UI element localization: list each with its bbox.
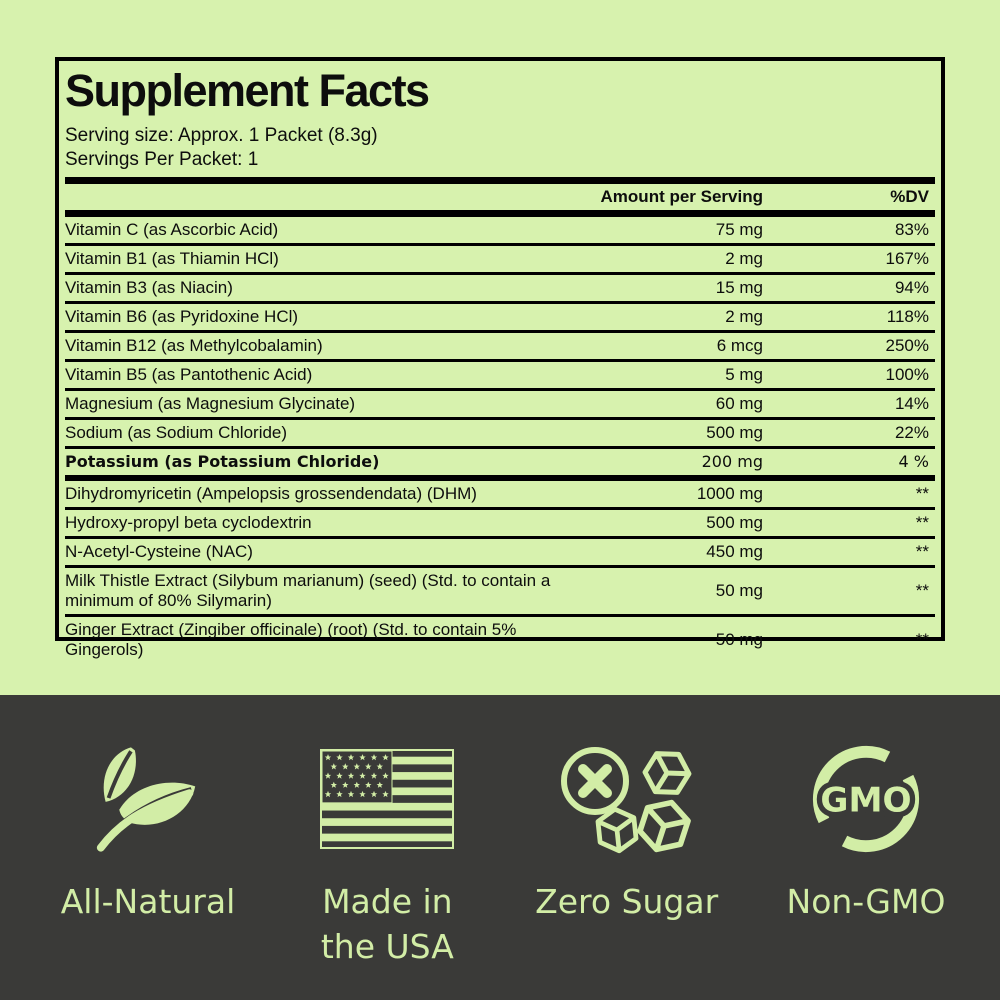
- ingredient-name: Vitamin B5 (as Pantothenic Acid): [65, 365, 313, 384]
- table-body: Vitamin C (as Ascorbic Acid) 75 mg 83% Vita…: [65, 217, 935, 663]
- ingredient-name: Sodium (as Sodium Chloride): [65, 423, 288, 442]
- ingredient-name: Vitamin B12 (as Methylcobalamin): [65, 336, 323, 355]
- ingredient-dv: 94%: [894, 278, 929, 297]
- ingredient-amount: 2 mg: [725, 249, 763, 268]
- ingredient-amount: 6 mcg: [716, 336, 763, 355]
- ingredient-name: Ginger Extract (Zingiber officinale) (ro…: [65, 620, 517, 659]
- ingredient-amount: 2 mg: [725, 307, 763, 326]
- serving-size-line: Serving size: Approx. 1 Packet (8.3g): [65, 125, 378, 146]
- ingredient-name: Dihydromyricetin (Ampelopsis grossendend…: [65, 484, 477, 503]
- table-row: Vitamin B12 (as Methylcobalamin) 6 mcg 250…: [65, 333, 935, 362]
- panel-title: Supplement Facts: [65, 65, 430, 116]
- table-row: Hydroxy-propyl beta cyclodextrin 500 mg **: [65, 510, 935, 539]
- ingredient-name: Vitamin C (as Ascorbic Acid): [65, 220, 279, 239]
- ingredient-amount: 60 mg: [715, 394, 763, 413]
- ingredient-dv: 167%: [885, 249, 929, 268]
- table-row: Ginger Extract (Zingiber officinale) (ro…: [65, 617, 935, 663]
- ingredient-dv: **: [915, 581, 929, 600]
- ingredient-amount: 50 mg: [715, 581, 763, 600]
- ingredient-amount: 500 mg: [706, 423, 763, 442]
- ingredient-name: Vitamin B1 (as Thiamin HCl): [65, 249, 279, 268]
- ingredient-dv: 22%: [894, 423, 929, 442]
- ingredient-name: Hydroxy-propyl beta cyclodextrin: [65, 513, 312, 532]
- ingredient-dv: **: [915, 484, 929, 503]
- ingredient-amount: 15 mg: [715, 278, 763, 297]
- ingredient-amount: 50 mg: [715, 630, 763, 649]
- ingredient-dv: 100%: [885, 365, 929, 384]
- badge-label: Zero Sugar: [535, 882, 719, 921]
- table-row: Dihydromyricetin (Ampelopsis grossendend…: [65, 481, 935, 510]
- ingredient-amount: 200 mg: [701, 452, 763, 471]
- ingredient-dv: **: [915, 542, 929, 561]
- ingredient-name: N-Acetyl-Cysteine (NAC): [65, 542, 253, 561]
- leaf-icon: [92, 733, 204, 865]
- ingredient-name: Vitamin B3 (as Niacin): [65, 278, 233, 297]
- ingredient-dv: **: [915, 513, 929, 532]
- ingredient-amount: 5 mg: [725, 365, 763, 384]
- table-row: Vitamin B5 (as Pantothenic Acid) 5 mg 100%: [65, 362, 935, 391]
- table-row: Magnesium (as Magnesium Glycinate) 60 mg 1…: [65, 391, 935, 420]
- ingredient-amount: 75 mg: [715, 220, 763, 239]
- badge-label: All-Natural: [60, 882, 236, 921]
- header-amount-per-serving: Amount per Serving: [600, 187, 763, 206]
- table-row: Sodium (as Sodium Chloride) 500 mg 22%: [65, 420, 935, 449]
- table-row: Vitamin B6 (as Pyridoxine HCl) 2 mg 118%: [65, 304, 935, 333]
- header-dv: %DV: [890, 187, 929, 206]
- table-row: N-Acetyl-Cysteine (NAC) 450 mg **: [65, 539, 935, 568]
- ingredient-dv: 14%: [894, 394, 929, 413]
- ingredient-dv: 250%: [885, 336, 929, 355]
- table-row: Vitamin C (as Ascorbic Acid) 75 mg 83%: [65, 217, 935, 246]
- badge-label: Non-GMO: [786, 882, 946, 921]
- table-row: Vitamin B1 (as Thiamin HCl) 2 mg 167%: [65, 246, 935, 275]
- ingredient-name: Potassium (as Potassium Chloride): [65, 452, 380, 471]
- table-header-row: Amount per Serving %DV: [65, 184, 935, 217]
- badge-label: Made in the USA: [320, 882, 454, 966]
- ingredient-name: Milk Thistle Extract (Silybum marianum) …: [65, 571, 551, 610]
- ingredient-name: Magnesium (as Magnesium Glycinate): [65, 394, 356, 413]
- usa-flag-icon: [320, 733, 455, 865]
- ingredient-dv: 4 %: [898, 452, 929, 471]
- badges-section: All-Natural Made in the USA: [0, 695, 1000, 1000]
- facts-table: Amount per Serving %DV Vitamin C (as Asc…: [65, 177, 935, 663]
- ingredient-dv: 118%: [886, 307, 929, 326]
- non-gmo-icon: GMO: [806, 733, 926, 865]
- ingredient-amount: 450 mg: [706, 542, 763, 561]
- gmo-text: GMO: [820, 780, 911, 820]
- servings-per-line: Servings Per Packet: 1: [65, 149, 259, 170]
- zero-sugar-icon: [557, 733, 697, 865]
- ingredient-dv: **: [915, 630, 929, 649]
- badge-all-natural: All-Natural: [38, 733, 258, 1000]
- supplement-facts-panel: Supplement Facts Serving size: Approx. 1…: [55, 57, 945, 659]
- ingredient-amount: 500 mg: [706, 513, 763, 532]
- badge-non-gmo: GMO Non-GMO: [756, 733, 976, 1000]
- table-row: Milk Thistle Extract (Silybum marianum) …: [65, 568, 935, 617]
- badge-zero-sugar: Zero Sugar: [517, 733, 737, 1000]
- ingredient-amount: 1000 mg: [696, 484, 763, 503]
- table-row: Potassium (as Potassium Chloride) 200 mg 4…: [65, 449, 935, 481]
- ingredient-dv: 83%: [894, 220, 929, 239]
- table-row: Vitamin B3 (as Niacin) 15 mg 94%: [65, 275, 935, 304]
- badge-made-in-usa: Made in the USA: [277, 733, 497, 1000]
- ingredient-name: Vitamin B6 (as Pyridoxine HCl): [65, 307, 299, 326]
